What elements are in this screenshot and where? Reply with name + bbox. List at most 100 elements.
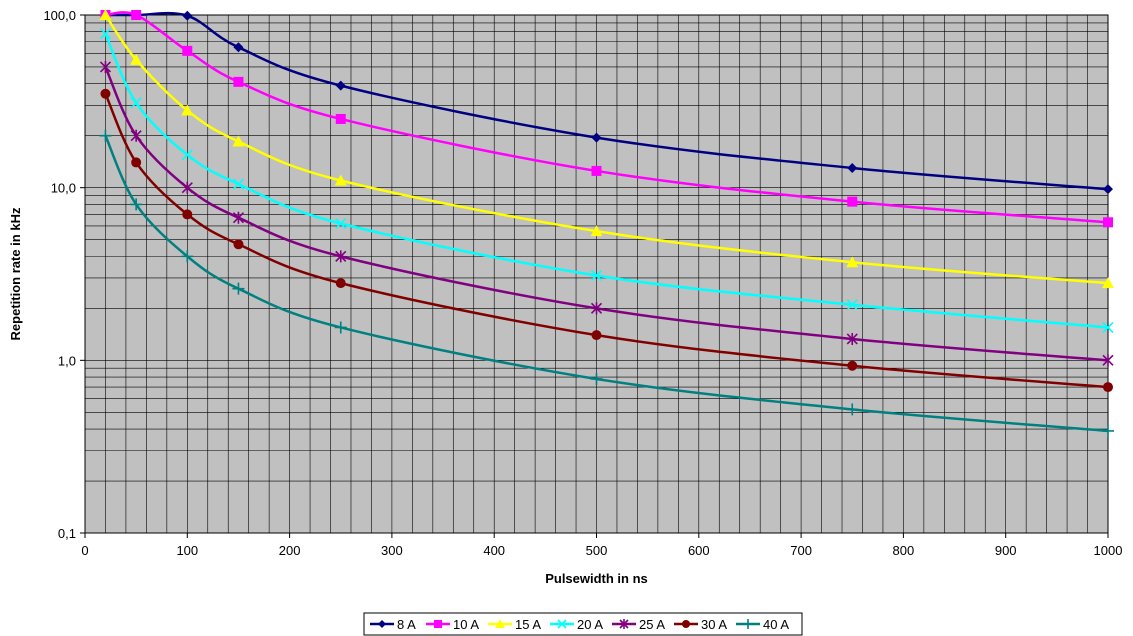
y-tick-label: 10,0: [51, 181, 76, 196]
series-line: [104, 66, 1109, 362]
data-point-circle: [100, 88, 111, 99]
data-point-star: [232, 211, 245, 224]
data-point-x: [181, 149, 193, 161]
series-40-a: [99, 129, 1114, 437]
legend-item: 10 A: [426, 617, 479, 632]
data-point-diamond: [335, 80, 346, 91]
legend-item: 25 A: [612, 617, 665, 632]
data-point-square: [335, 113, 346, 124]
legend-label: 30 A: [701, 617, 727, 632]
data-point-x: [335, 217, 347, 230]
series-15-a: [99, 9, 1114, 289]
data-point-triangle: [495, 619, 505, 628]
data-point-plus: [743, 619, 753, 629]
y-tick-label: 0,1: [58, 526, 76, 541]
data-point-square: [591, 165, 602, 176]
x-tick-label: 900: [995, 543, 1017, 558]
data-point-star: [846, 332, 858, 345]
data-point-plus: [181, 250, 194, 263]
legend-box: [363, 612, 803, 636]
data-point-plus: [130, 198, 143, 211]
y-tick-label: 1,0: [58, 353, 76, 368]
x-tick-label: 800: [893, 543, 915, 558]
data-point-x: [232, 178, 245, 190]
legend: 8 A 10 A 15 A 20 A 25 A 30 A 40 A: [363, 612, 803, 636]
series-group: [99, 9, 1114, 437]
series-line: [104, 14, 1109, 285]
grid: [85, 15, 1108, 533]
series-10-a: [100, 10, 1113, 228]
series-30-a: [100, 88, 1113, 393]
data-point-circle: [591, 330, 602, 341]
legend-item: 15 A: [488, 617, 541, 632]
legend-label: 10 A: [453, 617, 479, 632]
series-25-a: [99, 60, 1114, 367]
data-point-square: [847, 196, 858, 207]
data-point-square: [1103, 217, 1113, 228]
data-point-star: [1102, 354, 1114, 367]
x-tick-label: 600: [688, 543, 710, 558]
legend-label: 25 A: [639, 617, 665, 632]
data-point-circle: [335, 278, 346, 289]
data-point-star: [335, 250, 347, 263]
data-point-diamond: [847, 162, 858, 173]
data-point-circle: [182, 209, 193, 220]
data-point-star: [619, 619, 629, 629]
data-point-square: [233, 76, 244, 87]
data-point-diamond: [591, 132, 602, 143]
data-point-x: [846, 299, 858, 311]
data-point-circle: [847, 360, 858, 371]
series-line: [104, 93, 1109, 389]
legend-label: 40 A: [763, 617, 789, 632]
data-point-triangle: [334, 174, 347, 186]
data-point-circle: [682, 620, 690, 628]
data-point-x: [557, 619, 567, 629]
data-point-square: [182, 45, 193, 56]
series-20-a: [99, 28, 1114, 334]
y-axis: 0,1 1,0 10,0 100,0: [43, 8, 85, 541]
legend-label: 15 A: [515, 617, 541, 632]
data-point-x: [590, 269, 603, 282]
series-line: [105, 11, 1109, 224]
series-line: [104, 33, 1109, 329]
data-point-triangle: [130, 53, 143, 65]
data-point-triangle: [232, 135, 245, 147]
x-tick-label: 100: [176, 543, 198, 558]
data-point-circle: [233, 239, 244, 250]
legend-label: 8 A: [397, 617, 416, 632]
data-point-diamond: [1103, 184, 1113, 195]
x-tick-label: 700: [790, 543, 812, 558]
legend-item: 8 A: [370, 617, 416, 632]
x-tick-label: 300: [381, 543, 403, 558]
data-point-circle: [131, 157, 142, 168]
x-axis: 0 100 200 300 400 500 600 700 800 900 1000: [81, 533, 1122, 558]
x-axis-title: Pulsewidth in ns: [545, 571, 648, 586]
series-line: [104, 135, 1109, 433]
x-tick-label: 1000: [1094, 543, 1123, 558]
data-point-plus: [99, 129, 112, 142]
legend-item: 30 A: [674, 617, 727, 632]
data-point-x: [99, 28, 112, 40]
data-point-square: [434, 620, 442, 628]
data-point-x: [130, 97, 142, 109]
data-point-circle: [1103, 382, 1113, 393]
data-point-diamond: [233, 42, 244, 53]
data-point-star: [130, 129, 142, 142]
x-tick-label: 0: [81, 543, 88, 558]
legend-item: 40 A: [736, 617, 789, 632]
data-point-square: [131, 10, 142, 20]
x-tick-label: 500: [586, 543, 608, 558]
series-line: [105, 11, 1109, 191]
data-point-x: [1102, 321, 1114, 334]
data-point-plus: [334, 321, 347, 334]
data-point-star: [590, 302, 603, 315]
data-point-triangle: [99, 9, 112, 20]
x-tick-label: 200: [279, 543, 301, 558]
data-point-triangle: [846, 256, 859, 268]
data-point-diamond: [378, 620, 386, 628]
data-point-plus: [232, 282, 245, 295]
x-tick-label: 400: [483, 543, 505, 558]
data-point-plus: [1102, 424, 1114, 437]
data-point-diamond: [182, 10, 193, 21]
